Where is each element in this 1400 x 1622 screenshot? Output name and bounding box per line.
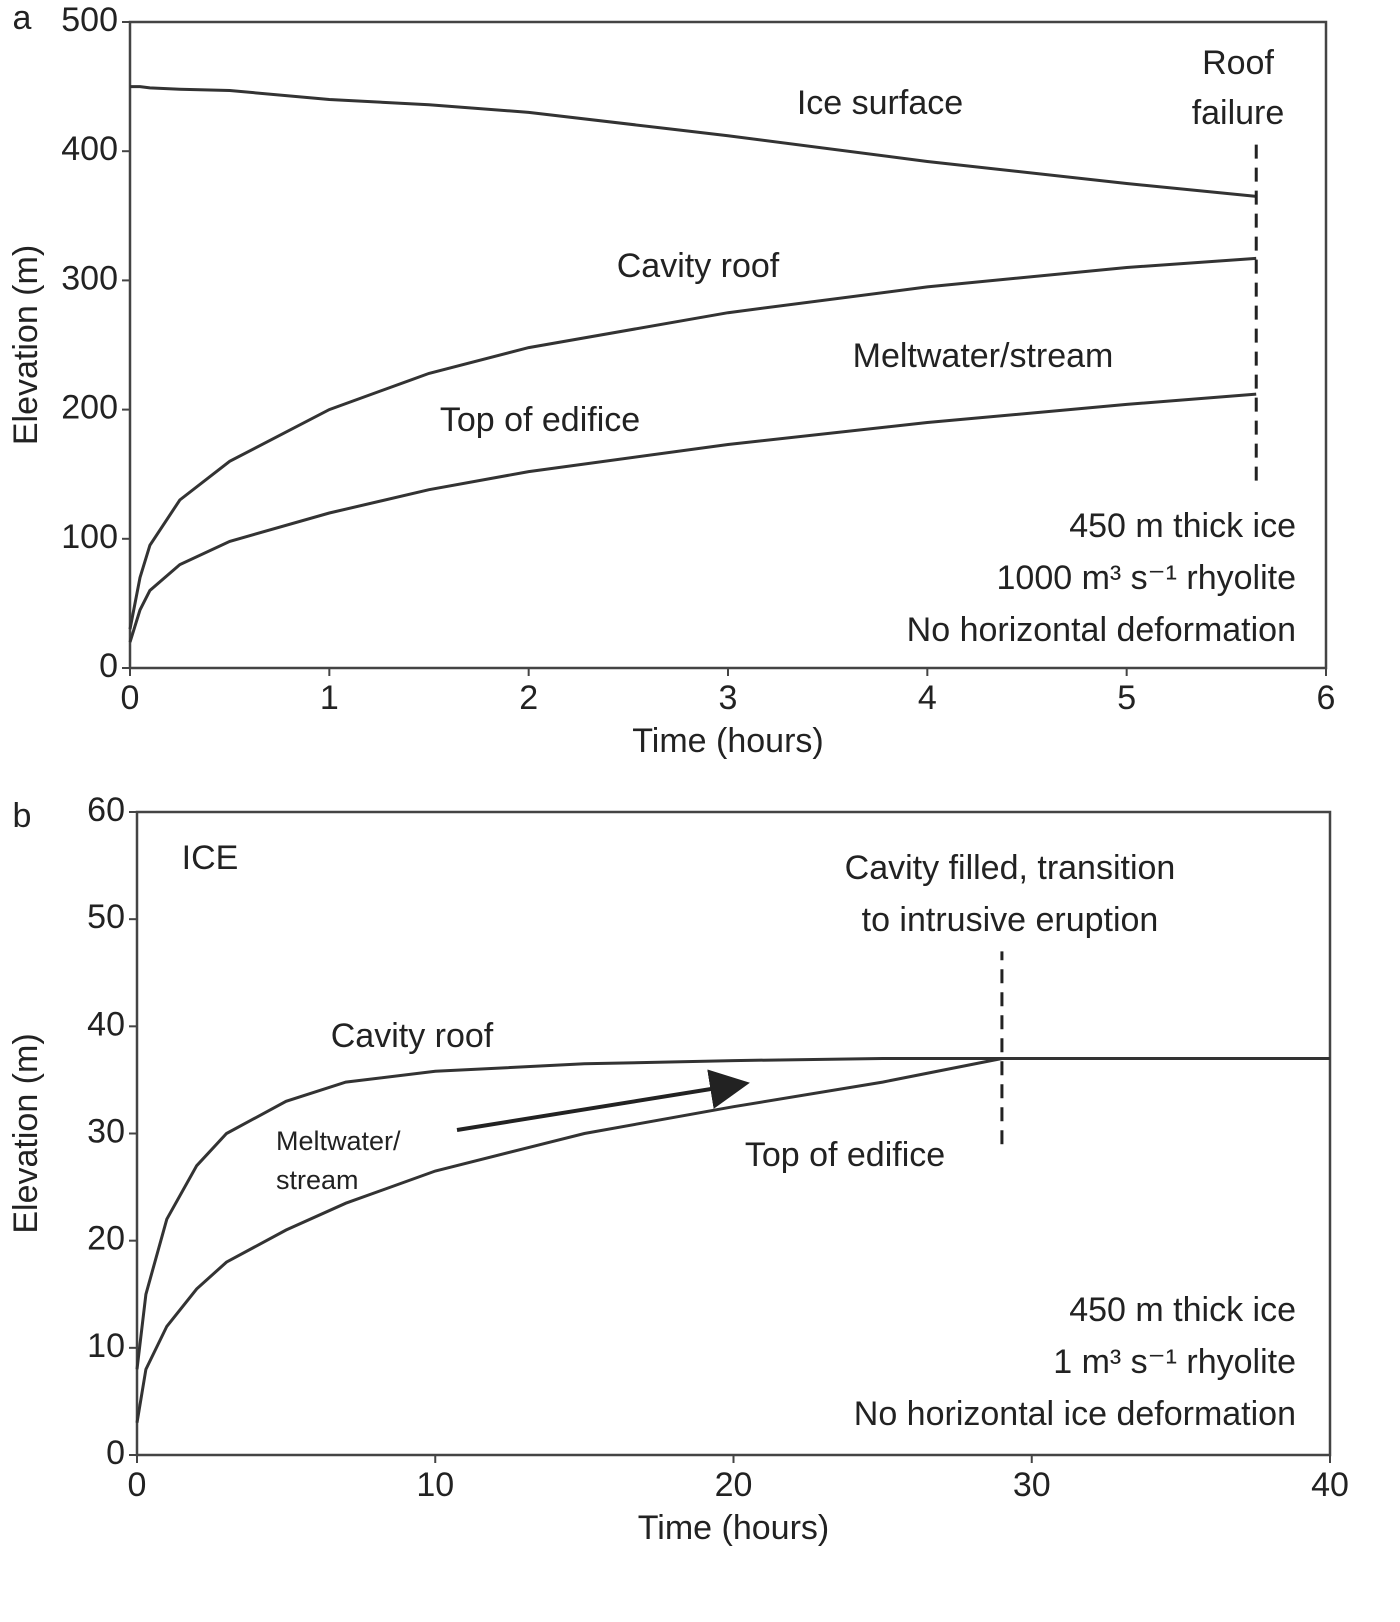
series-label: Top of edifice xyxy=(440,401,640,439)
series-label: Cavity roof xyxy=(331,1017,494,1055)
series-label: Top of edifice xyxy=(745,1136,945,1174)
annotation: failure xyxy=(1192,94,1285,132)
y-tick-label: 10 xyxy=(87,1327,125,1365)
series-line xyxy=(128,392,1257,643)
series-label: Ice surface xyxy=(797,84,963,122)
y-tick-label: 500 xyxy=(61,1,118,39)
x-tick-label: 3 xyxy=(719,679,738,717)
series-line xyxy=(130,85,1257,198)
x-tick-label: 30 xyxy=(1013,1466,1051,1504)
annotation: 450 m thick ice xyxy=(1069,1291,1296,1329)
annotation: 1000 m³ s⁻¹ rhyolite xyxy=(997,559,1297,597)
arrow xyxy=(456,1069,750,1132)
x-tick-label: 1 xyxy=(320,679,339,717)
series-label: Cavity roof xyxy=(617,247,780,285)
x-tick-label: 5 xyxy=(1117,679,1136,717)
x-tick-label: 0 xyxy=(128,1466,147,1504)
panel-label: a xyxy=(13,0,32,37)
annotation: No horizontal deformation xyxy=(907,611,1296,649)
y-tick-label: 60 xyxy=(87,791,125,829)
x-tick-label: 6 xyxy=(1317,679,1336,717)
annotation: 1 m³ s⁻¹ rhyolite xyxy=(1053,1343,1296,1381)
x-axis-title: Time (hours) xyxy=(638,1509,829,1547)
y-tick-label: 0 xyxy=(106,1434,125,1472)
y-tick-label: 0 xyxy=(99,647,118,685)
x-axis-title: Time (hours) xyxy=(632,722,823,760)
series-line xyxy=(135,1057,1003,1424)
x-tick-label: 20 xyxy=(715,1466,753,1504)
x-tick-label: 10 xyxy=(416,1466,454,1504)
series-line xyxy=(128,256,1257,630)
x-tick-label: 0 xyxy=(121,679,140,717)
y-tick-label: 40 xyxy=(87,1005,125,1043)
x-tick-label: 4 xyxy=(918,679,937,717)
annotation: Meltwater/ xyxy=(276,1126,401,1156)
annotation: Cavity filled, transition xyxy=(845,849,1176,887)
annotation: Meltwater/stream xyxy=(853,337,1114,375)
y-axis-title: Elevation (m) xyxy=(7,245,45,445)
y-tick-label: 300 xyxy=(61,259,118,297)
annotation: stream xyxy=(276,1165,359,1195)
series-line xyxy=(135,1057,1330,1370)
y-tick-label: 50 xyxy=(87,898,125,936)
y-tick-label: 20 xyxy=(87,1220,125,1258)
x-tick-label: 2 xyxy=(519,679,538,717)
annotation: 450 m thick ice xyxy=(1069,507,1296,545)
y-tick-label: 400 xyxy=(61,130,118,168)
y-tick-label: 30 xyxy=(87,1112,125,1150)
annotation: No horizontal ice deformation xyxy=(854,1395,1296,1433)
annotation: Roof xyxy=(1202,44,1274,82)
y-axis-title: Elevation (m) xyxy=(7,1033,45,1233)
y-tick-label: 100 xyxy=(61,518,118,556)
annotation: ICE xyxy=(182,839,239,877)
y-tick-label: 200 xyxy=(61,389,118,427)
x-tick-label: 40 xyxy=(1311,1466,1349,1504)
annotation: to intrusive eruption xyxy=(862,901,1159,939)
panel-label: b xyxy=(13,797,32,835)
